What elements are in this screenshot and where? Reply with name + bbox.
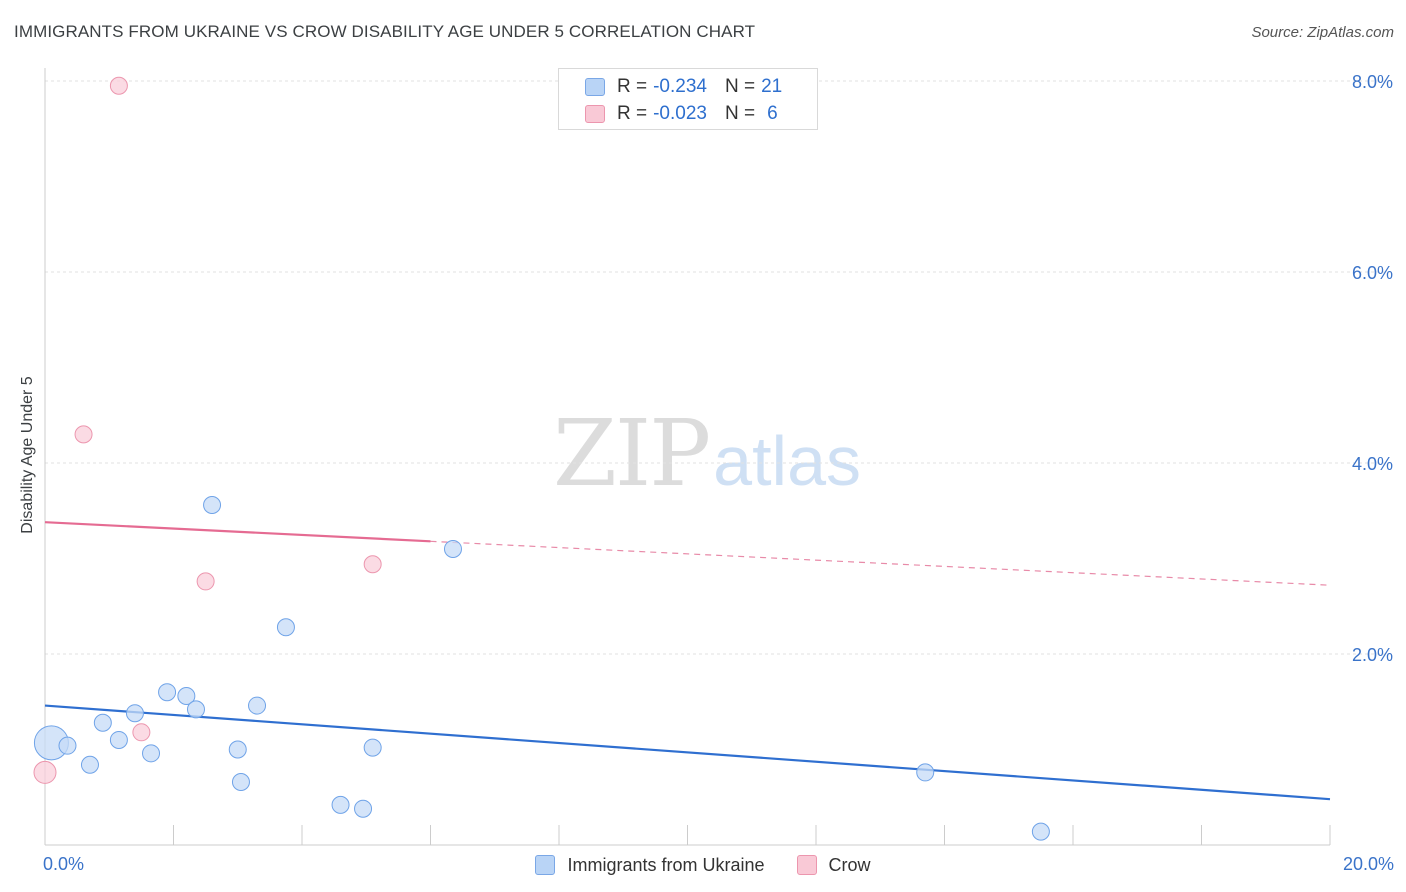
data-point-ukraine [80,755,99,774]
data-point-ukraine [248,696,267,715]
data-point-ukraine [186,700,205,719]
data-point-ukraine [363,738,382,757]
data-point-ukraine [276,618,295,637]
legend-r-value: -0.023 [653,103,707,124]
data-point-ukraine [203,496,222,515]
data-point-ukraine [231,772,250,791]
data-point-ukraine [158,683,177,702]
data-point-crow [363,555,382,574]
trend-line [44,704,1331,801]
y-tick-label: 8.0% [1352,72,1393,92]
data-point-crow [196,572,215,591]
legend-swatch-ukraine [535,855,556,875]
trend-line [44,521,431,543]
legend-r-label: R = [617,76,648,97]
data-point-crow [132,723,151,742]
x-tick-label: 20.0% [1343,854,1394,874]
trend-line-extension [430,540,1331,586]
data-point-ukraine [142,744,161,763]
data-point-ukraine [916,763,935,782]
chart-title: IMMIGRANTS FROM UKRAINE VS CROW DISABILI… [14,22,756,41]
data-point-crow [109,76,128,95]
legend-r-value: -0.234 [653,76,707,97]
data-point-ukraine [177,687,196,706]
data-point-crow [74,425,93,444]
legend-swatch-ukraine [585,78,605,96]
data-point-ukraine [1031,822,1050,841]
data-point-ukraine [93,713,112,732]
data-point-ukraine [354,799,373,818]
y-tick-label: 4.0% [1352,454,1393,474]
legend-item-ukraine: Immigrants from Ukraine [535,854,765,876]
legend-n-value: 6 [767,103,778,124]
series-legend: Immigrants from Ukraine Crow [0,852,1406,878]
data-point-ukraine [228,740,247,759]
data-point-ukraine [443,539,462,558]
legend-swatch-crow [585,105,605,123]
data-point-ukraine [331,795,350,814]
data-point-ukraine [125,704,144,723]
legend-row-crow: R = -0.023 N = 6 [585,102,778,126]
legend-item-crow: Crow [796,854,871,876]
legend-n-value: 21 [761,76,783,97]
legend-r-label: R = [617,103,648,124]
data-point-ukraine [109,730,128,749]
y-tick-label: 6.0% [1352,263,1393,283]
legend-swatch-crow [796,855,817,875]
correlation-legend: R = -0.234 N = 21 R = -0.023 N = 6 [558,68,818,130]
y-tick-label: 2.0% [1352,645,1393,665]
legend-row-ukraine: R = -0.234 N = 21 [585,75,782,99]
data-point-crow [33,760,57,784]
data-point-ukraine [58,736,77,755]
legend-label-crow: Crow [828,854,871,875]
source-credit: Source: ZipAtlas.com [1251,24,1394,41]
legend-n-label: N = [724,103,756,124]
legend-n-label: N = [724,76,756,97]
x-tick-label: 0.0% [43,854,84,874]
legend-label-ukraine: Immigrants from Ukraine [567,854,765,875]
